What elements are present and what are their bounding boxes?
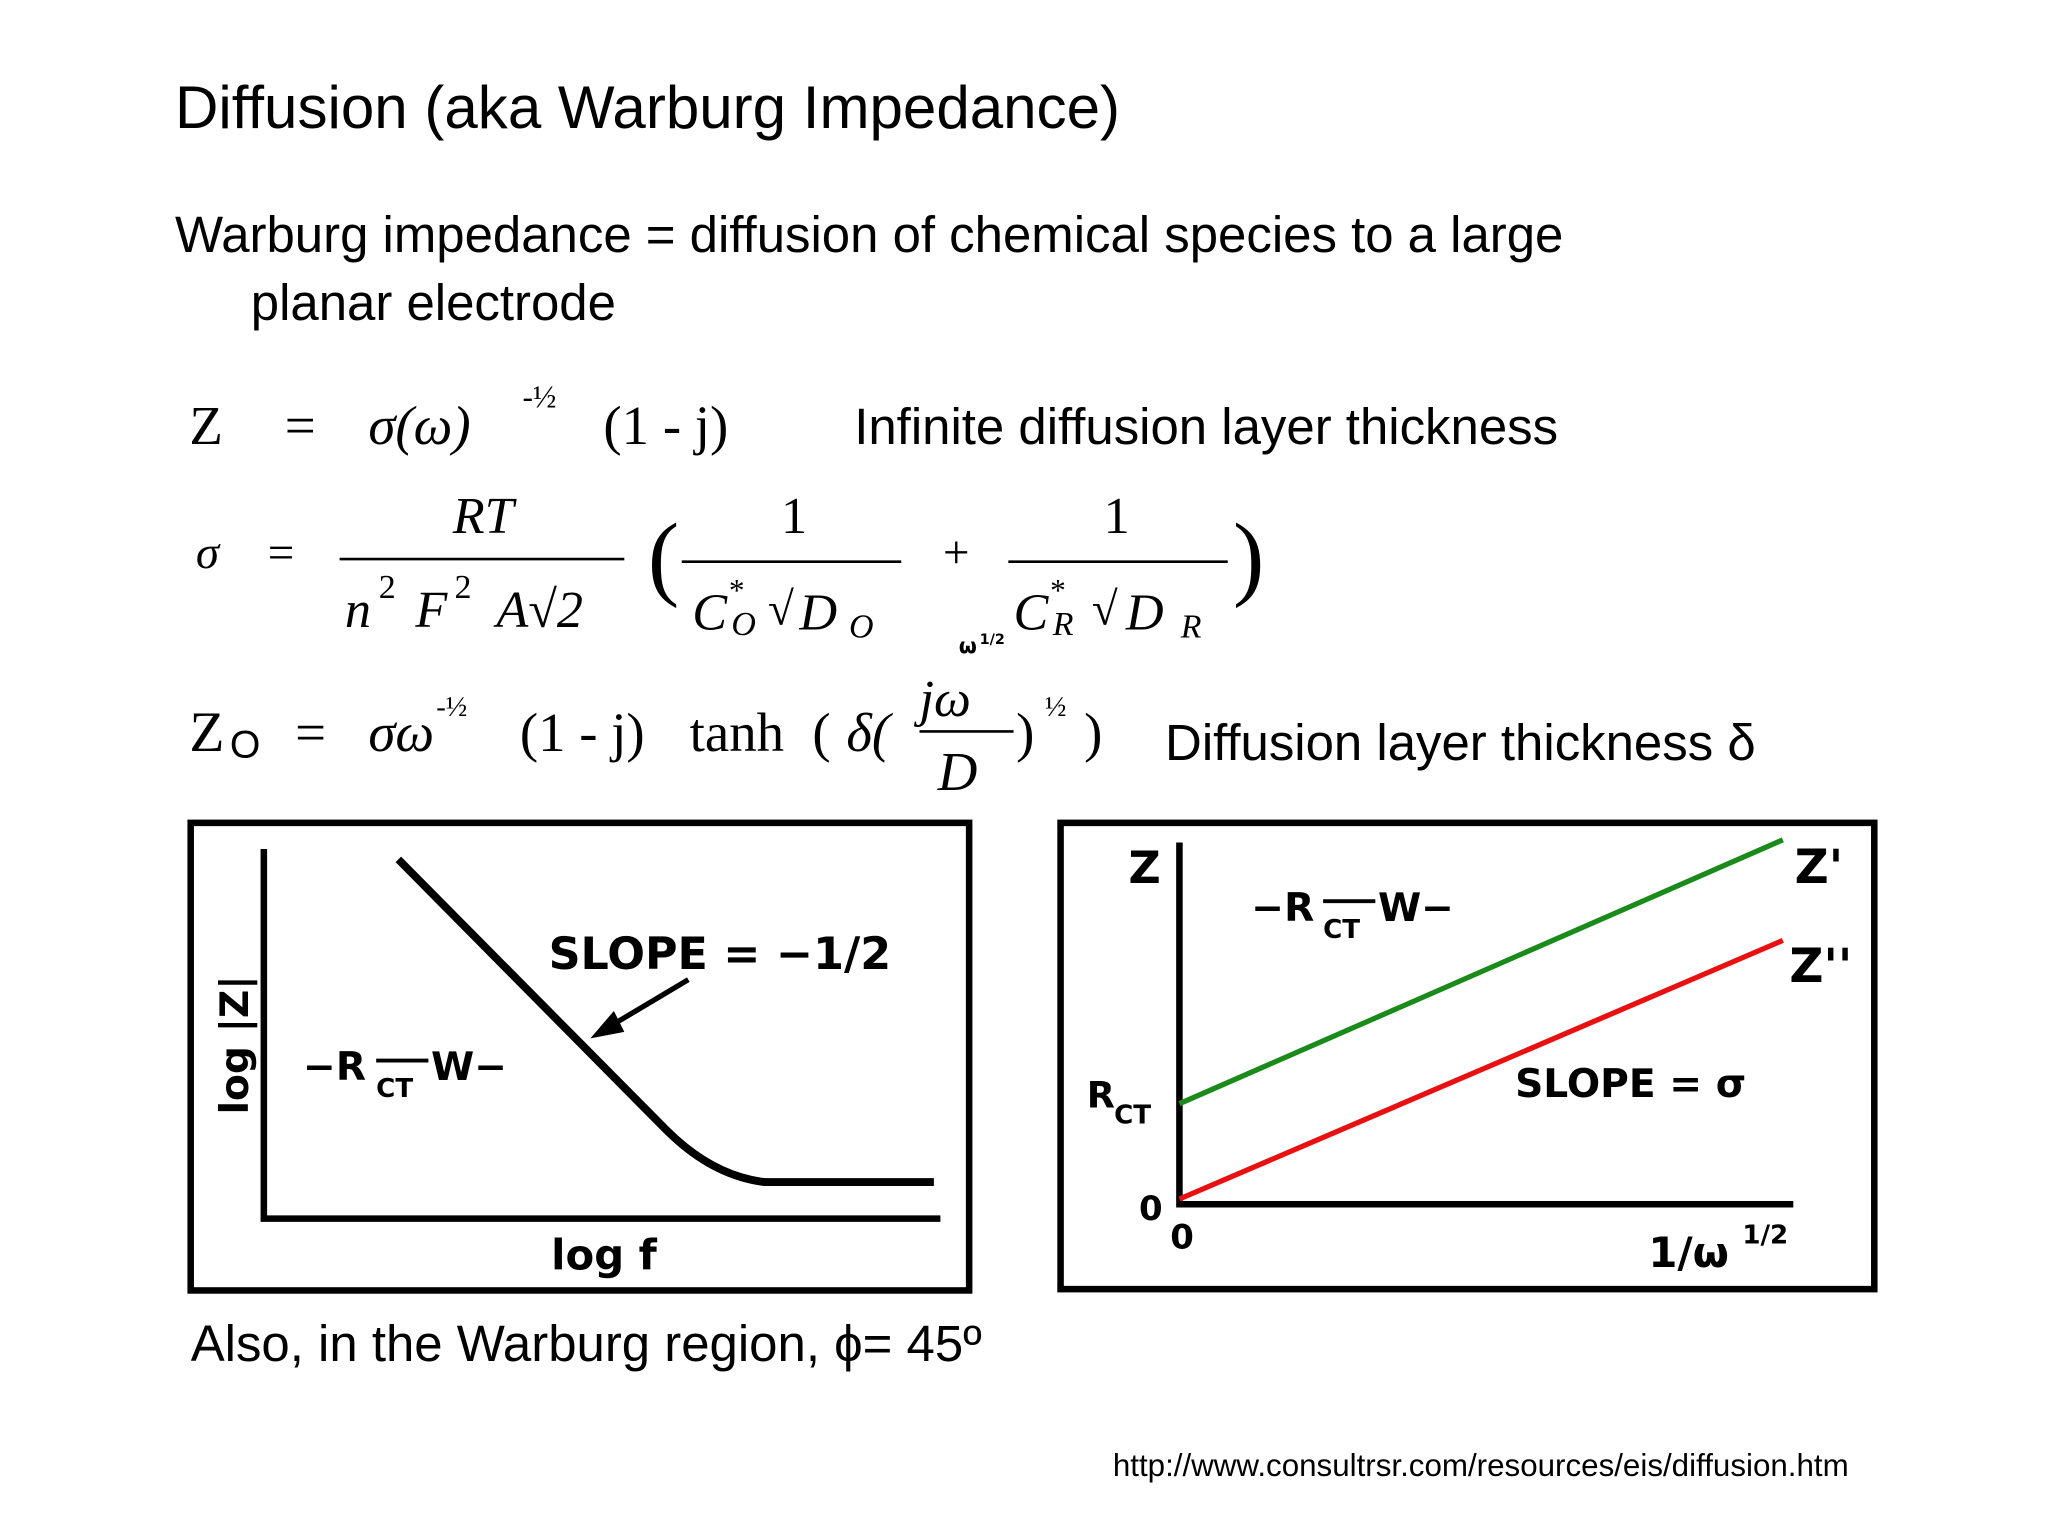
eq-part: 2 — [455, 569, 472, 606]
eq-part: = — [285, 395, 316, 456]
footer-note: Also, in the Warburg region, ϕ= 45º — [191, 1315, 982, 1372]
eq-part: jω — [914, 670, 971, 728]
arrow — [606, 977, 690, 1031]
eq-part: √ — [1092, 583, 1118, 635]
slope-label: SLOPE = −1/2 — [549, 929, 892, 980]
intercept-label: R — [1087, 1074, 1115, 1117]
circuit-label: CT — [1323, 915, 1360, 945]
equation: Z = σ(ω) -½ (1 - j) — [189, 380, 728, 457]
source-url: http://www.consultrsr.com/resources/eis/… — [1113, 1448, 1849, 1483]
circuit-label: −R — [303, 1045, 366, 1090]
eq-note: Infinite diffusion layer thickness — [854, 398, 1558, 455]
x-axis-label: 1/ω — [1648, 1228, 1729, 1277]
circuit-label: −R — [1251, 886, 1314, 931]
y-axis-label: Z — [1128, 843, 1160, 894]
intro-line: Warburg impedance = diffusion of chemica… — [175, 206, 1563, 263]
eq-part: R — [1052, 606, 1074, 643]
eq-part: 1 — [1104, 487, 1130, 545]
x-axis-label: log f — [551, 1231, 657, 1280]
eq-part: (1 - j) — [520, 702, 645, 763]
eq-part: = — [295, 702, 326, 763]
eq-part: 1 — [781, 487, 807, 545]
eq-note: Diffusion layer thickness δ — [1165, 714, 1756, 771]
eq-part: D — [798, 584, 837, 642]
eq-part: O — [731, 606, 756, 643]
eq-part: tanh — [690, 702, 784, 763]
axes — [260, 848, 941, 1222]
imag-line — [1178, 938, 1784, 1202]
slope-label: SLOPE = σ — [1515, 1062, 1746, 1107]
eq-part: * — [729, 573, 745, 608]
title: Diffusion (aka Warburg Impedance) — [175, 74, 1120, 141]
eq-part: σ(ω) — [368, 395, 470, 456]
eq-part: 1/2 — [980, 632, 1005, 648]
eq-part: C — [1014, 584, 1050, 642]
eq-part: ( — [812, 702, 830, 763]
eq-part: σω — [368, 702, 434, 763]
eq-part: D — [1125, 584, 1164, 642]
eq-part: Z — [189, 395, 223, 456]
eq-part: A√2 — [493, 581, 583, 639]
series-label: Z' — [1795, 840, 1844, 895]
eq-part: ) — [1016, 702, 1034, 763]
origin-label: 0 — [1170, 1218, 1194, 1258]
circuit-label: W− — [431, 1045, 507, 1090]
eq-part: = — [268, 527, 295, 579]
eq-part: (1 - j) — [603, 395, 728, 456]
eq-part: √ — [768, 583, 794, 635]
eq-part: C — [692, 584, 728, 642]
eq-part: δ( — [846, 702, 893, 763]
eq-part: + — [943, 527, 970, 579]
eq-part: O — [849, 608, 874, 645]
eq-part: ) — [1233, 505, 1264, 609]
curve — [395, 856, 934, 1186]
circuit-label: CT — [376, 1074, 413, 1104]
eq-part: ω — [959, 634, 977, 658]
eq-part: ( — [648, 505, 679, 609]
eq-part: Z — [189, 701, 224, 764]
arrow-head — [590, 1010, 625, 1039]
origin-label: 0 — [1139, 1189, 1163, 1229]
axes — [1176, 842, 1794, 1208]
eq-part: 2 — [379, 569, 396, 606]
x-axis-label: 1/2 — [1742, 1220, 1788, 1250]
eq-part: RT — [452, 487, 518, 545]
frame — [1057, 819, 1878, 1293]
intercept-label: CT — [1114, 1100, 1151, 1130]
eq-part: O — [230, 724, 260, 767]
eq-part: ) — [1084, 702, 1102, 763]
bode-figure: SLOPE = −1/2 log |Z| log f −R CT W− — [187, 819, 973, 1294]
frame — [187, 819, 973, 1294]
eq-part: D — [937, 741, 978, 802]
series-label: Z'' — [1789, 939, 1852, 994]
eq-part: n — [345, 581, 371, 639]
y-axis-label: log |Z| — [213, 975, 258, 1114]
impedance-figure: Z Z' Z'' −R CT W− R CT 0 0 1/ω 1/2 SLOPE… — [1057, 819, 1878, 1293]
real-line — [1178, 837, 1784, 1107]
eq-part: ½ — [1045, 691, 1067, 723]
eq-part: -½ — [436, 691, 467, 723]
equation: σ = RT n 2 F 2 A√2 ( 1 C * O √ D O + 1 C… — [196, 487, 1264, 645]
equation: Z O = σω -½ (1 - j) tanh ( δ( jω ω 1/2 D… — [189, 632, 1102, 802]
eq-part: -½ — [522, 380, 556, 415]
eq-part: * — [1050, 573, 1066, 608]
circuit-label: W− — [1378, 886, 1454, 931]
intro-line: planar electrode — [251, 274, 616, 331]
eq-part: R — [1180, 608, 1202, 645]
eq-part: σ — [196, 527, 221, 579]
eq-part: F — [414, 581, 448, 639]
